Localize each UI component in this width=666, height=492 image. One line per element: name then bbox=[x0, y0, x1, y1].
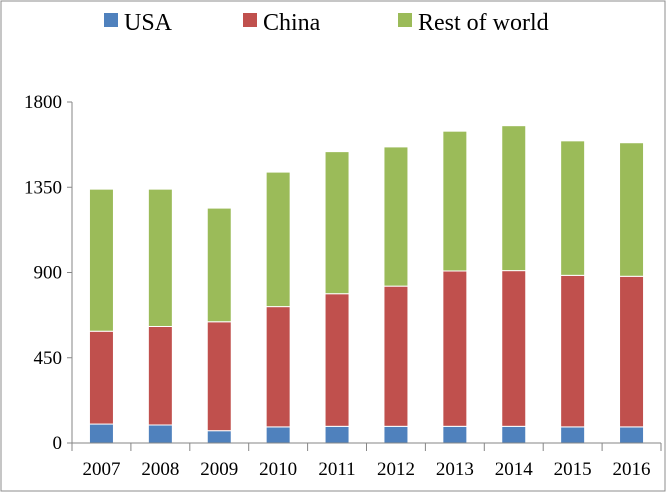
bar-china-2007 bbox=[88, 330, 114, 425]
bar-usa-2014 bbox=[501, 425, 527, 444]
x-tick-label-2007: 2007 bbox=[82, 459, 120, 480]
bar-rest-of-world-2012 bbox=[383, 146, 409, 287]
bar-china-2008 bbox=[147, 325, 173, 426]
y-tick-label-1350: 1350 bbox=[24, 177, 62, 198]
bar-china-2011 bbox=[324, 293, 350, 427]
y-tick-label-1800: 1800 bbox=[24, 92, 62, 113]
bar-usa-2008 bbox=[147, 424, 173, 444]
x-tick-label-2016: 2016 bbox=[613, 459, 651, 480]
bar-rest-of-world-2010 bbox=[265, 171, 291, 308]
bar-rest-of-world-2015 bbox=[560, 140, 586, 276]
bar-usa-2009 bbox=[206, 430, 232, 444]
bar-usa-2013 bbox=[442, 425, 468, 444]
bar-china-2015 bbox=[560, 274, 586, 428]
bar-china-2010 bbox=[265, 306, 291, 428]
x-tick-label-2008: 2008 bbox=[141, 459, 179, 480]
x-tick-label-2014: 2014 bbox=[495, 459, 534, 480]
bars-group bbox=[88, 125, 645, 444]
x-tick-labels: 2007 2008 2009 2010 2011 2012 2013 2014 2015 2016 bbox=[82, 459, 650, 480]
x-tick-label-2013: 2013 bbox=[436, 459, 474, 480]
x-tick-label-2012: 2012 bbox=[377, 459, 415, 480]
axes-group bbox=[67, 101, 662, 451]
bar-rest-of-world-2009 bbox=[206, 207, 232, 323]
bar-china-2013 bbox=[442, 270, 468, 427]
legend-swatch-china bbox=[243, 13, 257, 27]
bar-usa-2011 bbox=[324, 425, 350, 444]
y-tick-label-450: 450 bbox=[34, 348, 63, 369]
legend-label-usa: USA bbox=[124, 10, 173, 36]
bar-usa-2015 bbox=[560, 426, 586, 444]
y-tick-label-900: 900 bbox=[34, 263, 63, 284]
y-tick-labels: 0 450 900 1350 1800 bbox=[24, 92, 62, 454]
x-tick-label-2011: 2011 bbox=[318, 459, 355, 480]
y-tick-label-0: 0 bbox=[53, 433, 63, 454]
bar-rest-of-world-2007 bbox=[88, 188, 114, 332]
legend-label-china: China bbox=[263, 10, 321, 36]
legend-label-rest-of-world: Rest of world bbox=[418, 10, 549, 36]
x-tick-label-2015: 2015 bbox=[554, 459, 592, 480]
bar-rest-of-world-2011 bbox=[324, 151, 350, 295]
legend-swatch-rest-of-world bbox=[398, 13, 412, 27]
bar-usa-2016 bbox=[619, 426, 645, 444]
bar-china-2016 bbox=[619, 275, 645, 428]
bar-usa-2012 bbox=[383, 425, 409, 444]
bar-china-2012 bbox=[383, 285, 409, 427]
bar-usa-2010 bbox=[265, 426, 291, 444]
x-tick-label-2009: 2009 bbox=[200, 459, 238, 480]
bar-rest-of-world-2008 bbox=[147, 188, 173, 327]
x-tick-label-2010: 2010 bbox=[259, 459, 297, 480]
bar-rest-of-world-2013 bbox=[442, 130, 468, 272]
bar-rest-of-world-2014 bbox=[501, 125, 527, 272]
bar-usa-2007 bbox=[88, 423, 114, 444]
legend-swatch-usa bbox=[104, 13, 118, 27]
bar-rest-of-world-2016 bbox=[619, 142, 645, 277]
legend: USA China Rest of world bbox=[104, 10, 549, 36]
bar-china-2014 bbox=[501, 270, 527, 427]
bar-china-2009 bbox=[206, 321, 232, 432]
